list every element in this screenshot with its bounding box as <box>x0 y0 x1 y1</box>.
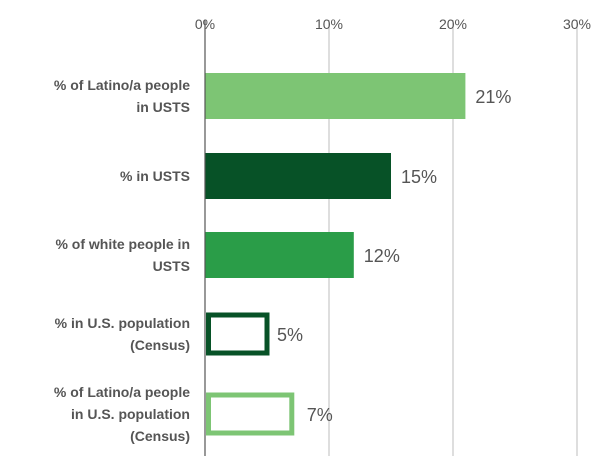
bars <box>205 73 466 436</box>
category-label: % in USTS <box>120 168 190 184</box>
category-label: % of Latino/a people in U.S. population (C… <box>54 384 190 444</box>
category-labels: % of Latino/a people in USTS % in USTS % of… <box>54 77 190 444</box>
x-tick-label: 30% <box>563 16 591 32</box>
bar <box>206 312 270 356</box>
bar <box>206 392 295 436</box>
value-label: 21% <box>475 87 511 107</box>
bar <box>205 153 391 199</box>
x-tick-label: 10% <box>315 16 343 32</box>
value-label: 15% <box>401 167 437 187</box>
value-label: 12% <box>364 246 400 266</box>
value-labels: 21% 15% 12% 5% 7% <box>277 87 511 425</box>
x-tick-label: 20% <box>439 16 467 32</box>
category-label: % in U.S. population (Census) <box>55 315 190 353</box>
category-label: % of Latino/a people in USTS <box>54 77 190 115</box>
bar <box>205 232 354 278</box>
value-label: 7% <box>307 405 333 425</box>
value-label: 5% <box>277 325 303 345</box>
bar <box>205 73 466 119</box>
category-label: % of white people in USTS <box>55 236 190 274</box>
x-axis-ticks: 0% 10% 20% 30% <box>195 16 591 32</box>
